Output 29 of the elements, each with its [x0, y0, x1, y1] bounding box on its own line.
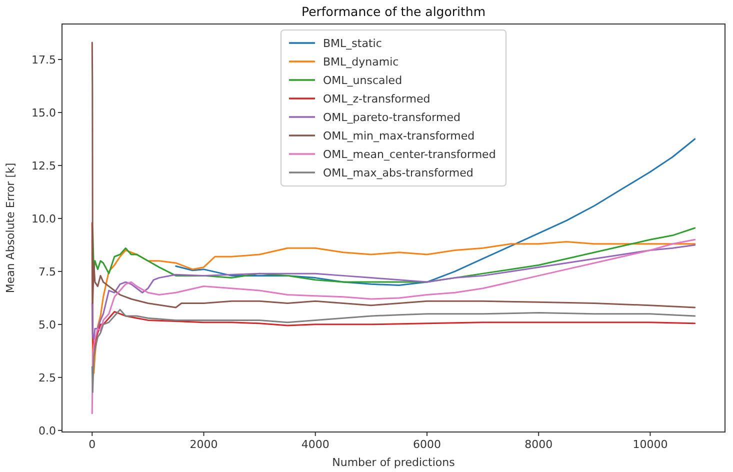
- y-tick-label: 17.5: [32, 53, 56, 66]
- y-tick-label: 0.0: [38, 424, 56, 438]
- x-tick-label: 2000: [190, 438, 218, 451]
- x-tick-label: 10000: [632, 438, 668, 451]
- x-tick-label: 4000: [301, 438, 330, 451]
- line-series: [91, 244, 696, 340]
- legend-label: OML_unscaled: [323, 74, 402, 87]
- legend-label: BML_static: [323, 36, 382, 50]
- x-tick-label: 6000: [412, 438, 441, 451]
- x-axis-title: Number of predictions: [332, 456, 456, 469]
- chart-title: Performance of the algorithm: [301, 4, 486, 19]
- y-tick-label: 7.5: [38, 265, 56, 278]
- legend-label: OML_pareto-transformed: [323, 110, 460, 124]
- y-tick-label: 10.0: [32, 212, 56, 226]
- legend-label: OML_min_max-transformed: [323, 129, 475, 142]
- line-series: [91, 238, 696, 414]
- y-tick-label: 2.5: [38, 371, 56, 384]
- x-tick-label: 0: [88, 438, 96, 451]
- line-series: [91, 224, 696, 283]
- y-axis-title: Mean Absolute Error [k]: [4, 162, 17, 294]
- legend-label: BML_dynamic: [323, 55, 399, 68]
- legend-label: OML_max_abs-transformed: [323, 166, 474, 180]
- x-tick-label: 8000: [524, 438, 553, 451]
- line-series: [91, 308, 696, 394]
- y-tick-label: 12.5: [32, 159, 56, 172]
- legend-label: OML_z-transformed: [323, 92, 430, 106]
- legend-label: OML_mean_center-transformed: [323, 148, 496, 161]
- y-tick-label: 15.0: [32, 106, 56, 120]
- y-tick-label: 5.0: [38, 318, 56, 332]
